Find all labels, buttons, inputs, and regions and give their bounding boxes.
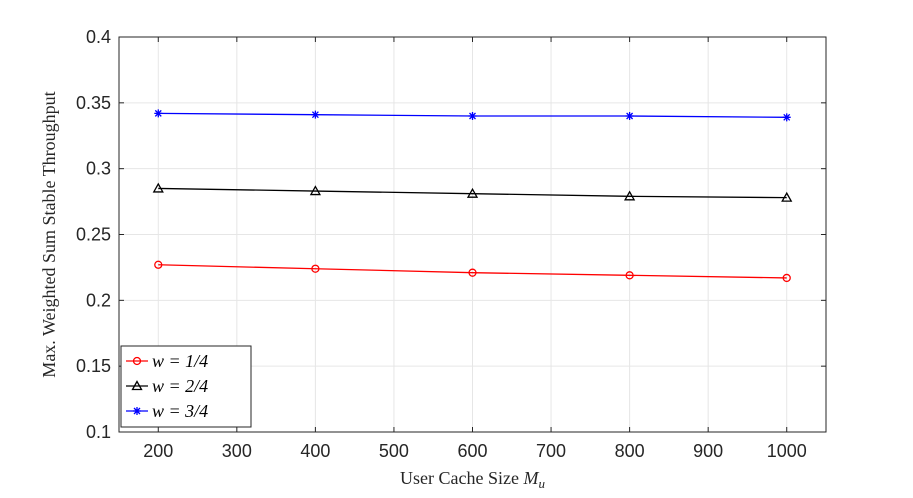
series-group [152,109,793,283]
legend-label: w = 2/4 [152,376,208,396]
x-tick-label: 400 [300,441,330,461]
x-axis-title: User Cache Size Mu [400,468,545,491]
legend-item: w = 1/4 [126,351,208,371]
data-point [152,182,164,193]
legend-label: w = 1/4 [152,351,208,371]
series-line [158,264,787,279]
data-point [625,271,634,280]
y-tick-label: 0.4 [86,27,111,47]
data-point [311,264,320,273]
legend-item: w = 2/4 [126,376,208,396]
series-line [158,187,787,199]
series [154,260,791,283]
data-point [154,109,163,118]
x-axis-title-sub: u [538,476,545,491]
legend-item: w = 3/4 [126,401,208,421]
data-point [309,185,322,196]
y-tick-label: 0.3 [86,159,111,179]
data-point [468,112,477,120]
data-point [131,380,143,391]
legend-label: w = 3/4 [152,401,208,421]
data-point [468,268,477,277]
data-point [466,187,479,198]
data-point [154,260,163,269]
y-axis-title: Max. Weighted Sum Stable Throughput [39,91,59,377]
y-tick-label: 0.15 [76,356,111,376]
data-point [311,110,320,119]
data-point [781,191,793,202]
y-tick-label: 0.25 [76,225,111,245]
y-tick-label: 0.35 [76,93,111,113]
series [154,109,791,122]
data-point [625,112,634,120]
x-axis-title-text: User Cache Size [400,468,523,488]
x-tick-label: 800 [615,441,645,461]
x-tick-label: 500 [379,441,409,461]
data-point [623,190,636,201]
x-tick-label: 1000 [767,441,807,461]
x-axis-title-math: M [522,468,539,488]
data-point [782,113,791,122]
legend: w = 1/4 w = 2/4 w = 3/4 [120,345,252,428]
y-tick-label: 0.1 [86,422,111,442]
data-point [782,273,791,283]
x-tick-label: 300 [222,441,252,461]
x-tick-label: 600 [457,441,487,461]
x-tick-label: 900 [693,441,723,461]
x-tick-label: 700 [536,441,566,461]
y-tick-label: 0.2 [86,290,111,310]
axis-ticks: 200 300 400 500 600 700 800 900 1000 0.1 0.15 0.2 0.… [76,27,826,461]
x-tick-label: 200 [143,441,173,461]
data-point [132,356,142,366]
data-point [133,407,141,415]
series [152,182,793,202]
